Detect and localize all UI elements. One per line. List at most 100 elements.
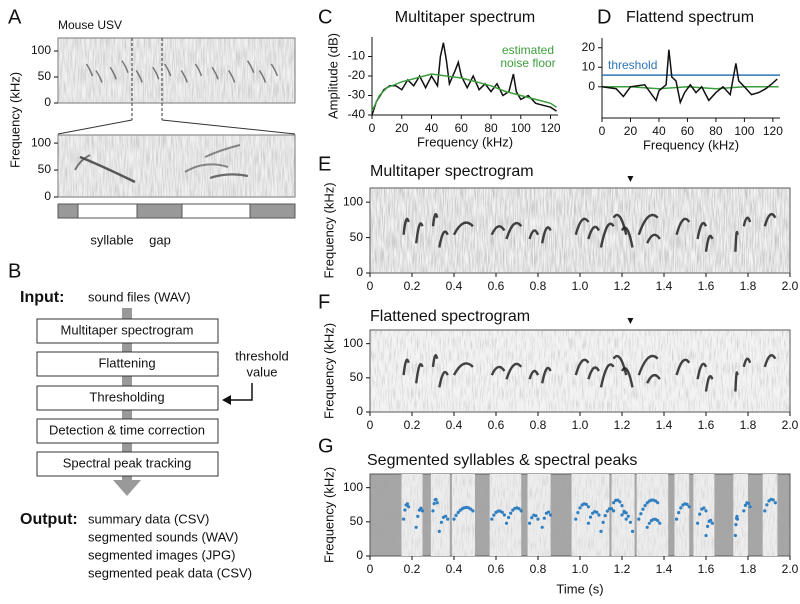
syllable-trace (675, 217, 691, 236)
peak-dot (702, 506, 706, 510)
peak-dot (743, 503, 748, 507)
side-note: threshold (235, 348, 288, 363)
peak-dot (403, 508, 407, 512)
x-tick-label: 0 (367, 279, 374, 293)
syllable-trace (85, 63, 94, 77)
output-text: segmented sounds (WAV) (88, 529, 238, 544)
syllable-trace (452, 221, 474, 236)
peak-dot (658, 521, 662, 525)
step-text: Spectral peak tracking (63, 455, 192, 470)
peak-dot (616, 498, 620, 502)
syllable-trace (612, 354, 628, 376)
x-tick-label: 100 (734, 124, 754, 138)
x-tick-label: 1.6 (698, 279, 715, 293)
x-tick-label: 0 (367, 418, 374, 432)
syllable-trace (541, 366, 552, 384)
syllable-trace (109, 66, 117, 80)
peak-dot (612, 509, 616, 513)
y-axis-label: Frequency (kHz) (321, 467, 336, 563)
peak-dot (407, 505, 411, 509)
peak-dot (601, 520, 605, 525)
gap-segment (136, 203, 183, 219)
syllable-trace (402, 217, 410, 235)
output-text: segmented images (JPG) (88, 547, 235, 562)
syllable-trace (95, 70, 103, 83)
peak-dot (578, 506, 582, 510)
peak-dot (519, 509, 523, 513)
syllable-trace (675, 358, 691, 376)
panel-label: B (8, 260, 21, 282)
peak-dot (431, 509, 435, 513)
peak-dot (624, 511, 628, 515)
peak-dot (576, 510, 580, 515)
chart-title: Multitaper spectrum (395, 9, 536, 26)
peak-dot (517, 507, 521, 511)
peak-dot (639, 512, 643, 516)
syllable-trace (211, 66, 219, 80)
x-axis-label: Frequency (kHz) (417, 134, 513, 149)
step-text: Detection & time correction (49, 422, 205, 437)
syllable-trace (228, 70, 236, 83)
x-tick-label: 60 (455, 121, 469, 135)
syllable-trace (620, 226, 634, 248)
peak-dot (763, 509, 767, 513)
syllable-trace (415, 222, 424, 244)
chart-title: Multitaper spectrogram (370, 163, 534, 180)
peak-dot (706, 524, 710, 529)
peak-dot (735, 514, 739, 519)
peak-dot (405, 502, 409, 506)
y-tick-label: 100 (343, 194, 363, 208)
output-label: Output: (20, 511, 78, 528)
syllable-trace (490, 365, 506, 376)
spectrogram-texture (370, 188, 790, 273)
peak-dot (444, 514, 448, 518)
x-tick-label: 0.6 (488, 279, 505, 293)
peak-dot (588, 515, 593, 519)
step-box (36, 385, 219, 411)
x-tick-label: 60 (681, 124, 695, 138)
peak-dot (586, 505, 591, 509)
peak-dot (679, 506, 683, 510)
peak-dot (675, 517, 679, 521)
syllable-trace (438, 370, 449, 388)
x-tick-label: 120 (763, 124, 783, 138)
peak-dot (685, 502, 689, 506)
peak-dot (540, 525, 544, 529)
x-tick-label: 2.0 (782, 279, 799, 293)
peak-dot (645, 525, 649, 529)
x-tick-label: 1.4 (656, 279, 673, 293)
peak-dot (605, 509, 609, 513)
x-tick-label: 1.8 (740, 562, 757, 576)
syllable-trace (599, 222, 615, 248)
x-tick-label: 1.0 (572, 562, 589, 576)
peak-dot (595, 510, 599, 514)
x-tick-label: 1.0 (572, 418, 589, 432)
threshold-label: threshold (608, 58, 657, 72)
y-tick-label: -40 (348, 107, 366, 121)
peak-dot (620, 504, 624, 508)
syllable-trace (620, 367, 634, 388)
syllable-trace (704, 375, 714, 392)
step-text: Flattening (98, 355, 155, 370)
x-tick-label: 120 (541, 121, 561, 135)
peak-dot (437, 529, 441, 534)
syllable-trace (180, 70, 188, 83)
x-tick-label: 0 (367, 562, 374, 576)
peak-dot (530, 516, 534, 520)
panel-label: A (8, 6, 22, 28)
peak-dot (765, 503, 769, 507)
step-box (36, 351, 219, 377)
x-tick-label: 0.2 (404, 418, 421, 432)
x-tick-label: 1.4 (656, 562, 673, 576)
peak-dot (599, 529, 603, 534)
y-tick-label: 50 (350, 514, 364, 528)
syllable-trace (763, 212, 777, 227)
step-box (36, 318, 219, 344)
syllable-trace (246, 60, 255, 73)
peak-dot (542, 516, 546, 520)
x-tick-label: 0.2 (404, 279, 421, 293)
peak-dot (618, 500, 622, 504)
y-axis-label: Frequency (kHz) (7, 72, 22, 168)
output-text: segmented peak data (CSV) (88, 565, 252, 580)
peak-dot (624, 517, 628, 521)
